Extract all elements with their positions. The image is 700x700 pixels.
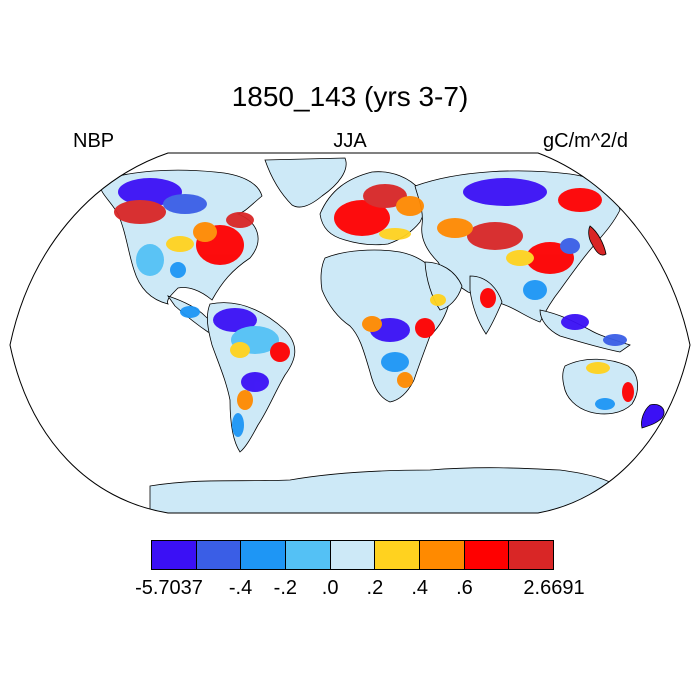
patch-sa-south-orange [237, 390, 253, 410]
patch-asia-ne-red [558, 188, 602, 212]
patch-af-horn-yellow [430, 294, 446, 306]
landmass-new-zealand [641, 403, 665, 429]
patch-sea-blue [561, 314, 589, 330]
patch-india-red [480, 288, 496, 308]
patch-na-central-yellow [166, 236, 194, 252]
patch-sa-east-red [270, 342, 290, 362]
colorbar-swatch [152, 541, 197, 569]
colorbar-tick-label: 2.6691 [523, 577, 585, 599]
globe-outline [9, 152, 691, 514]
patch-eu-east-orange [396, 196, 424, 216]
colorbar-tick-label: -.2 [273, 577, 297, 599]
patch-na-gulf-red [226, 212, 254, 228]
patch-ca-blue [180, 306, 200, 318]
units-label: gC/m^2/d [543, 130, 628, 152]
patch-na-center-blue [163, 194, 207, 214]
colorbar-tick-label: .6 [456, 577, 473, 599]
landmass-antarctica [149, 467, 616, 513]
colorbar-tick-label: -5.7037 [135, 577, 203, 599]
colorbar-tick-label: .4 [411, 577, 428, 599]
data-patches [114, 178, 634, 437]
landmass-australia [562, 358, 638, 415]
plot-title: 1850_143 (yrs 3-7) [231, 81, 469, 112]
patch-sea-newguinea [603, 334, 627, 346]
variable-label: NBP [73, 130, 115, 152]
patch-na-south-blue [170, 262, 186, 278]
patch-af-south-orange [397, 372, 413, 388]
patch-na-north-red [114, 200, 166, 224]
patch-eu-south-yellow [379, 228, 411, 240]
colorbar-swatch [509, 541, 554, 569]
patch-eu-north-red [363, 184, 407, 208]
colorbar-swatch [330, 541, 376, 569]
colorbar-swatch [375, 541, 421, 569]
colorbar-swatch [464, 541, 510, 569]
patch-au-se-blue [595, 398, 615, 410]
patch-sa-amazon-blue [213, 308, 257, 332]
patch-asia-central-red [467, 222, 523, 250]
patch-au-east-red [622, 382, 634, 402]
patch-asia-central-orange [437, 218, 473, 238]
colorbar-swatch [286, 541, 331, 569]
patch-na-west-lightblue [136, 244, 164, 276]
season-label: JJA [333, 130, 367, 152]
patch-asia-middle-yellow [506, 250, 534, 266]
colorbar-swatch [241, 541, 287, 569]
patch-asia-south-blue [523, 280, 547, 300]
patch-na-east-orange [193, 222, 217, 242]
landmass-japan [588, 225, 607, 256]
colorbar-tick-label: .2 [366, 577, 384, 599]
landmass-greenland [264, 157, 347, 208]
patch-au-north-yellow [586, 362, 610, 374]
patch-eu-west-red [334, 200, 390, 236]
map-content [97, 157, 665, 513]
patch-asia-north-blue [463, 178, 547, 206]
colorbar-swatch [420, 541, 465, 569]
colorbar-tick-label: .0 [321, 577, 339, 599]
colorbar [151, 540, 554, 570]
patch-sa-yellow [230, 342, 250, 358]
patch-af-central-orange [362, 316, 382, 332]
patch-af-east-red [415, 318, 435, 338]
patch-af-south-mix [381, 352, 409, 372]
patch-sa-patagonia [232, 413, 244, 437]
colorbar-swatch [196, 541, 242, 569]
patch-sa-south-blue [241, 372, 269, 392]
patch-asia-east-blue [560, 238, 580, 254]
colorbar-tick-label: -.4 [228, 577, 253, 599]
